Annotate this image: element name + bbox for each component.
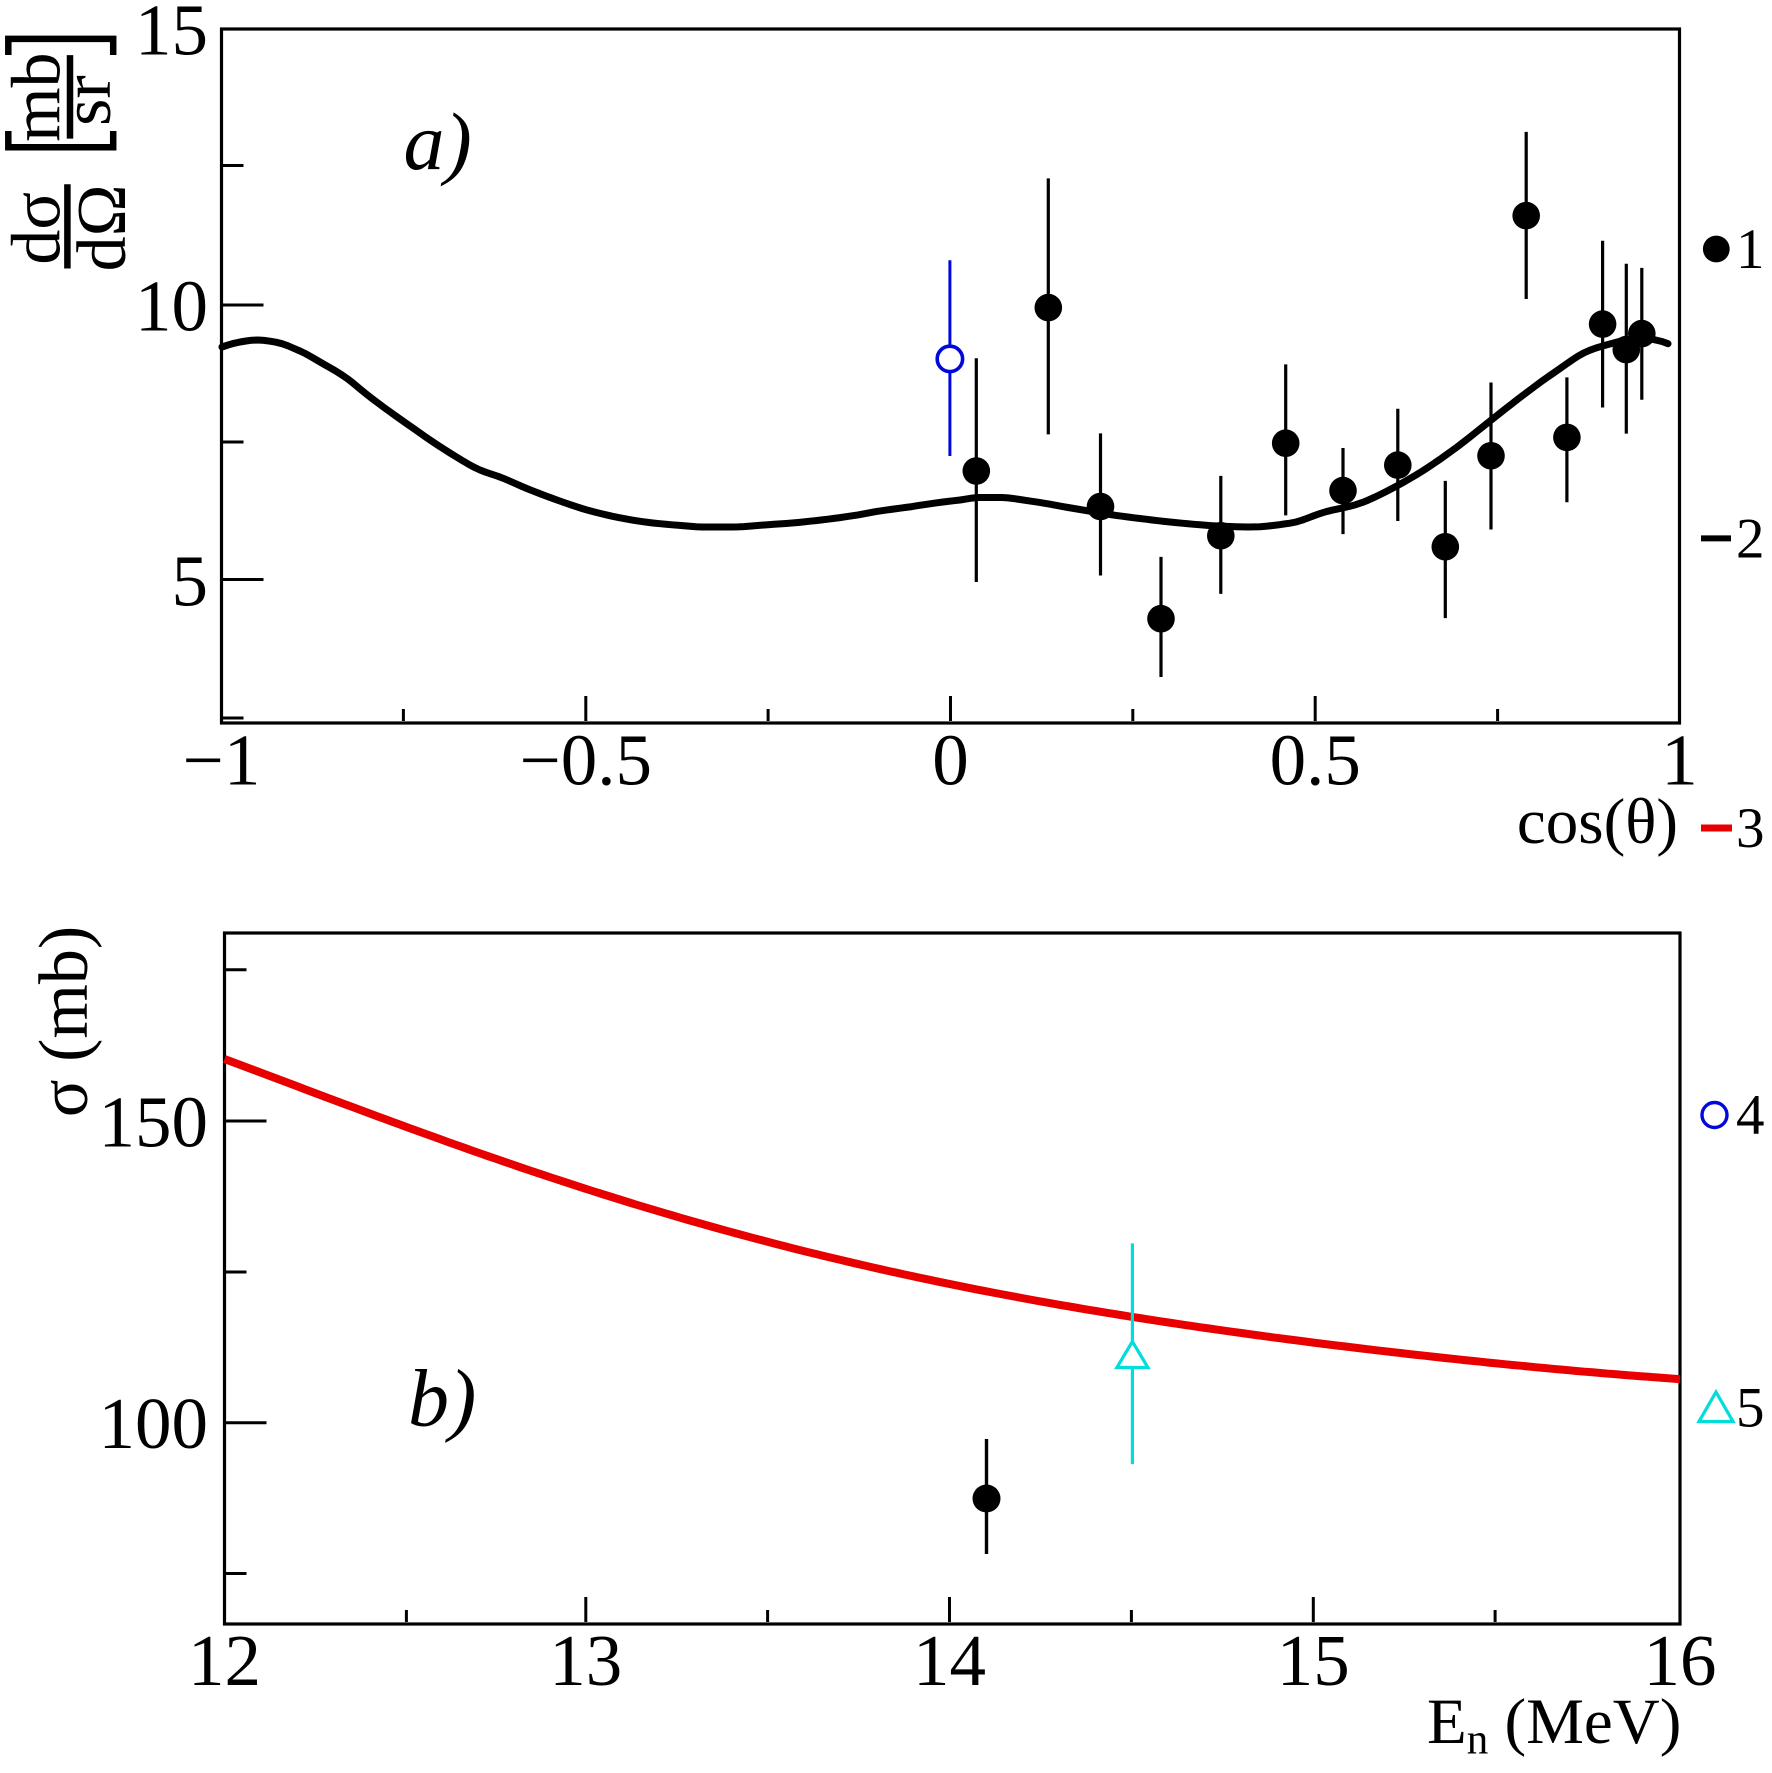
svg-text:14: 14: [913, 1620, 986, 1701]
svg-text:5: 5: [1736, 1377, 1765, 1440]
svg-text:dσ: dσ: [0, 192, 76, 265]
svg-text:σ (mb): σ (mb): [26, 926, 103, 1117]
svg-text:5: 5: [172, 541, 209, 622]
svg-text:13: 13: [549, 1620, 622, 1701]
svg-text:sr: sr: [49, 75, 126, 126]
svg-text:En (MeV): En (MeV): [1427, 1686, 1681, 1764]
svg-text:cos(θ): cos(θ): [1517, 786, 1678, 858]
svg-text:1: 1: [1736, 218, 1765, 281]
svg-text:3: 3: [1736, 797, 1765, 860]
svg-text:12: 12: [188, 1620, 261, 1701]
svg-text:100: 100: [99, 1383, 209, 1464]
svg-text:−1: −1: [183, 720, 261, 801]
svg-text:15: 15: [1277, 1620, 1350, 1701]
svg-text:0: 0: [932, 720, 969, 801]
svg-text:mb: mb: [0, 52, 76, 141]
svg-text:4: 4: [1736, 1084, 1765, 1147]
svg-text:10: 10: [135, 266, 208, 347]
svg-text:16: 16: [1644, 1620, 1717, 1701]
svg-text:dΩ: dΩ: [64, 184, 141, 271]
svg-text:0.5: 0.5: [1270, 720, 1361, 801]
svg-text:2: 2: [1736, 507, 1765, 570]
svg-text:a): a): [404, 96, 472, 187]
svg-text:15: 15: [135, 0, 208, 71]
svg-text:−0.5: −0.5: [520, 720, 652, 801]
svg-text:b): b): [408, 1353, 476, 1444]
svg-text:150: 150: [99, 1082, 209, 1163]
svg-text:1: 1: [1661, 720, 1698, 801]
